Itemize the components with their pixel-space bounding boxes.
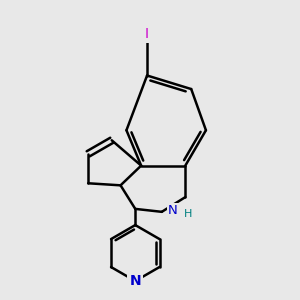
Text: N: N bbox=[130, 274, 141, 288]
Text: I: I bbox=[145, 27, 149, 41]
Text: H: H bbox=[184, 209, 193, 219]
Text: N: N bbox=[168, 204, 178, 217]
